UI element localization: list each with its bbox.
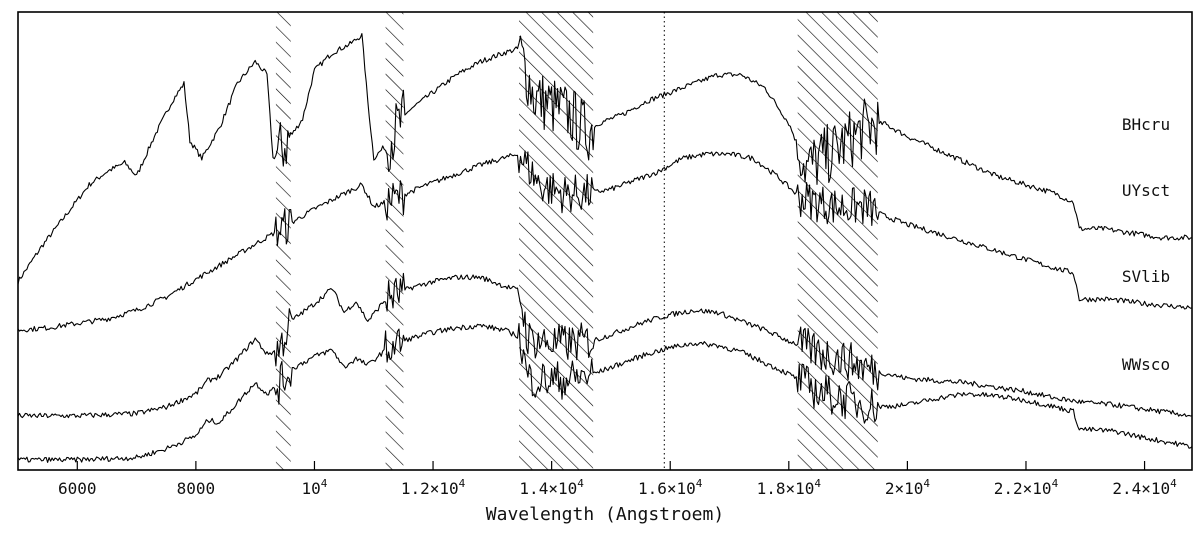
x-tick-label-7: 2×104	[885, 477, 931, 498]
x-tick-label-8: 2.2×104	[994, 477, 1059, 498]
x-axis-label: Wavelength (Angstroem)	[486, 504, 724, 525]
x-tick-label-1: 8000	[177, 479, 216, 498]
spectrum-line-UYsct	[17, 150, 1193, 333]
x-tick-label-4: 1.4×104	[519, 477, 584, 498]
x-tick-label-0: 6000	[58, 479, 97, 498]
spectrum-line-BHcru	[17, 33, 1193, 285]
hatched-region-2	[519, 12, 594, 470]
x-tick-label-2: 104	[302, 477, 328, 498]
series-label-WWsco: WWsco	[1122, 355, 1170, 374]
hatched-regions	[275, 12, 878, 470]
x-tick-label-9: 2.4×104	[1112, 477, 1177, 498]
series-label-SVlib: SVlib	[1122, 267, 1170, 286]
series-label-BHcru: BHcru	[1122, 115, 1170, 134]
hatched-region-3	[797, 12, 878, 470]
x-axis-ticks: 6000 8000 104 1.2×104 1.4×104 1.6×104 1.8×104 2…	[58, 461, 1177, 498]
spectrum-line-SVlib	[17, 272, 1193, 419]
spectra-layer: BHcru UYsct SVlib WWsco	[17, 33, 1193, 463]
x-tick-label-6: 1.8×104	[757, 477, 822, 498]
plot-frame	[17, 11, 1193, 471]
hatched-region-1	[385, 12, 404, 470]
series-label-UYsct: UYsct	[1122, 181, 1170, 200]
spectrum-line-WWsco	[17, 323, 1193, 463]
x-tick-label-5: 1.6×104	[638, 477, 703, 498]
x-tick-label-3: 1.2×104	[401, 477, 466, 498]
